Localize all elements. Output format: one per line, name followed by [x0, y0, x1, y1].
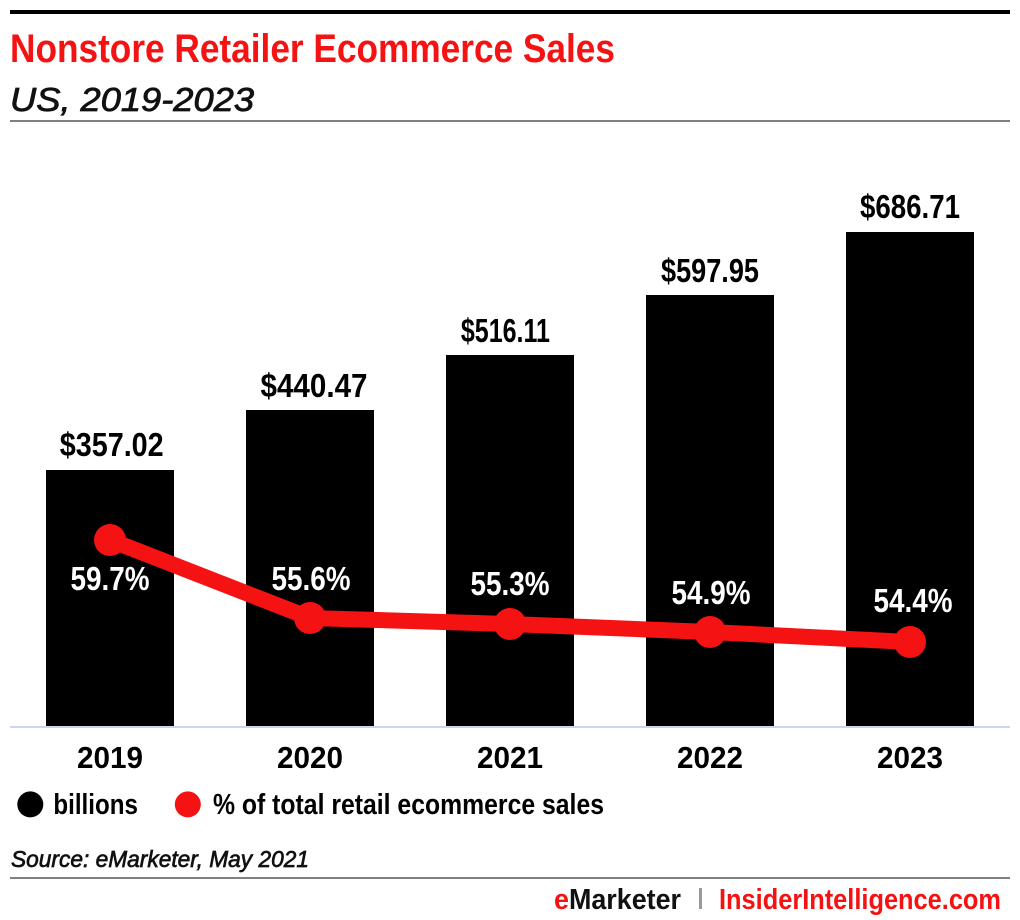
svg-text:$357.02: $357.02: [60, 426, 164, 463]
svg-text:Nonstore Retailer Ecommerce Sa: Nonstore Retailer Ecommerce Sales: [10, 27, 615, 71]
svg-text:% of total retail ecommerce sa: % of total retail ecommerce sales: [213, 789, 604, 821]
svg-text:InsiderIntelligence.com: InsiderIntelligence.com: [719, 884, 1001, 916]
svg-text:59.7%: 59.7%: [71, 560, 150, 597]
svg-text:2021: 2021: [477, 740, 543, 775]
svg-text:54.9%: 54.9%: [672, 574, 751, 611]
svg-text:2022: 2022: [677, 740, 743, 775]
svg-text:US, 2019-2023: US, 2019-2023: [10, 81, 255, 118]
svg-text:2023: 2023: [877, 740, 943, 775]
svg-text:billions: billions: [53, 789, 137, 821]
svg-text:$440.47: $440.47: [261, 367, 368, 404]
svg-text:55.3%: 55.3%: [471, 565, 550, 602]
svg-text:$597.95: $597.95: [661, 252, 759, 289]
svg-text:2020: 2020: [277, 740, 343, 775]
svg-text:54.4%: 54.4%: [874, 582, 953, 619]
svg-text:2019: 2019: [77, 740, 143, 775]
svg-text:Source: eMarketer, May 2021: Source: eMarketer, May 2021: [11, 846, 309, 872]
svg-text:$516.11: $516.11: [461, 312, 550, 349]
svg-text:55.6%: 55.6%: [272, 560, 351, 597]
svg-text:eMarketer: eMarketer: [554, 884, 681, 916]
svg-text:$686.71: $686.71: [860, 188, 960, 225]
